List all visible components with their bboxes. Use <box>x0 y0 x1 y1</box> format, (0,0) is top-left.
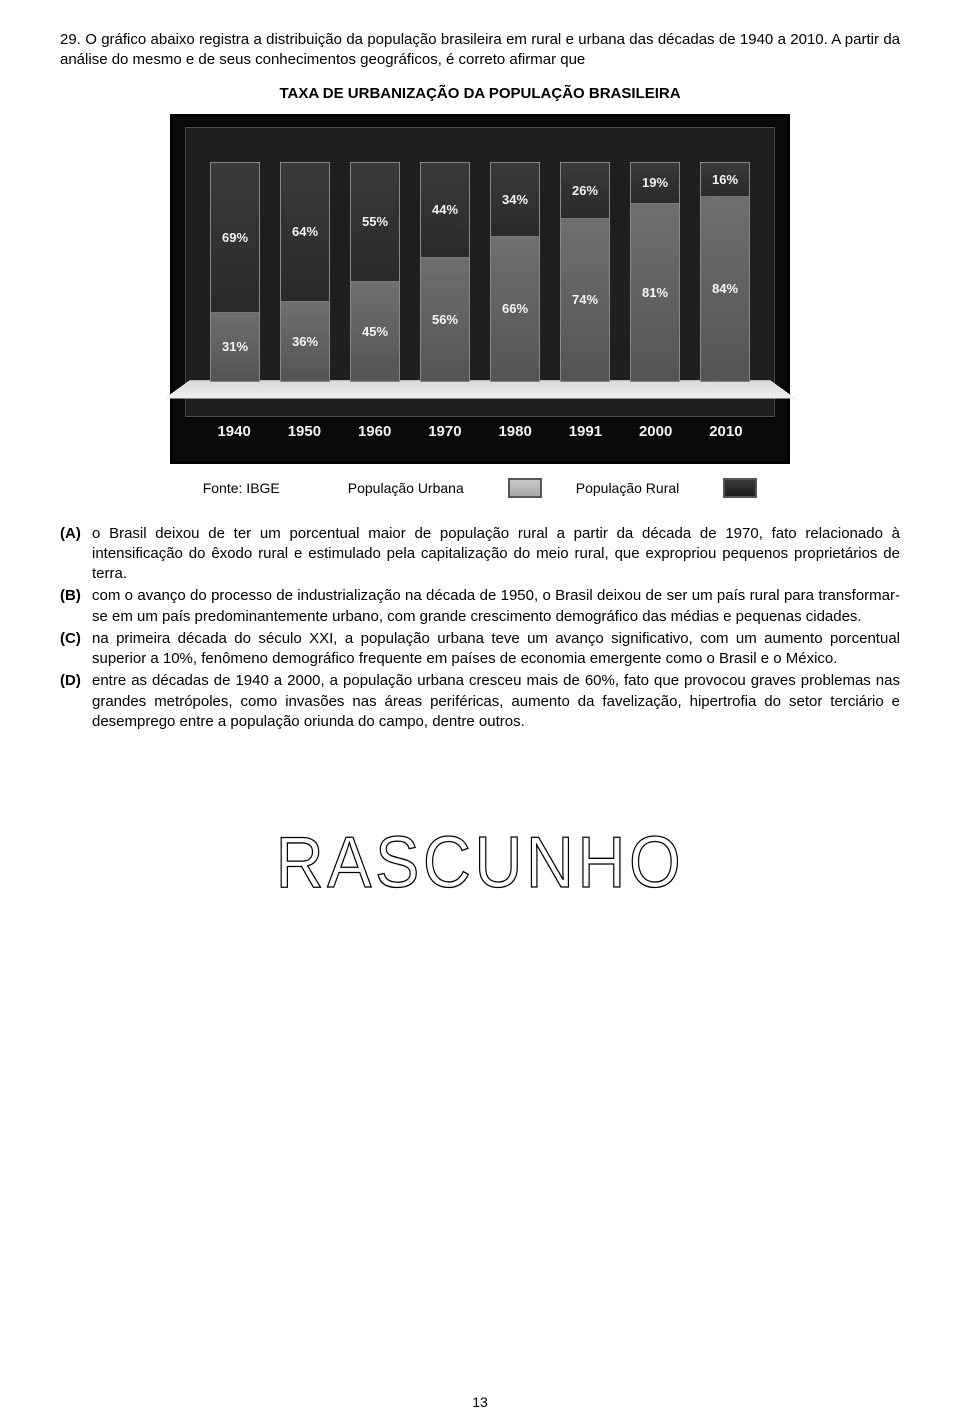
x-axis-year: 1940 <box>217 423 250 440</box>
option-b: (B) com o avanço do processo de industri… <box>60 586 900 627</box>
x-axis-year: 1950 <box>288 423 321 440</box>
bar: 55%45% <box>350 162 400 382</box>
bar-segment-urbana: 66% <box>491 237 539 381</box>
option-d: (D) entre as décadas de 1940 a 2000, a p… <box>60 671 900 732</box>
chart-title: TAXA DE URBANIZAÇÃO DA POPULAÇÃO BRASILE… <box>60 85 900 102</box>
bar-group: 26%74% <box>557 162 613 382</box>
option-c-letter: (C) <box>60 629 92 670</box>
legend-source: Fonte: IBGE <box>203 480 280 496</box>
bar: 16%84% <box>700 162 750 382</box>
question-intro: 29. O gráfico abaixo registra a distribu… <box>60 30 900 71</box>
bar-segment-rural: 26% <box>561 163 609 220</box>
option-a-letter: (A) <box>60 524 92 585</box>
bar-group: 34%66% <box>487 162 543 382</box>
legend-urbana-swatch <box>508 478 542 498</box>
x-axis-year: 1991 <box>569 423 602 440</box>
bar-segment-urbana: 84% <box>701 197 749 380</box>
bar: 34%66% <box>490 162 540 382</box>
option-d-letter: (D) <box>60 671 92 732</box>
bar-segment-urbana: 56% <box>421 258 469 380</box>
chart-legend: Fonte: IBGE População Urbana População R… <box>60 478 900 498</box>
bar-segment-rural: 34% <box>491 163 539 237</box>
x-axis-year: 1970 <box>428 423 461 440</box>
bar-segment-rural: 55% <box>351 163 399 283</box>
x-axis-year: 2000 <box>639 423 672 440</box>
bar-segment-rural: 44% <box>421 163 469 259</box>
bar-segment-urbana: 74% <box>561 219 609 380</box>
x-axis-year: 1980 <box>498 423 531 440</box>
chart-plot-area: 69%31%64%36%55%45%44%56%34%66%26%74%19%8… <box>185 127 775 417</box>
option-a-text: o Brasil deixou de ter um porcentual mai… <box>92 524 900 585</box>
option-b-text: com o avanço do processo de industrializ… <box>92 586 900 627</box>
bar-segment-rural: 64% <box>281 163 329 303</box>
bar-group: 64%36% <box>277 162 333 382</box>
x-axis-year: 2010 <box>709 423 742 440</box>
bar-group: 69%31% <box>207 162 263 382</box>
question-number: 29. <box>60 31 81 48</box>
bar-group: 44%56% <box>417 162 473 382</box>
rascunho-label: RASCUNHO <box>276 822 685 904</box>
option-c: (C) na primeira década do século XXI, a … <box>60 629 900 670</box>
bar-group: 19%81% <box>627 162 683 382</box>
answer-options: (A) o Brasil deixou de ter um porcentual… <box>60 524 900 733</box>
bar-group: 16%84% <box>697 162 753 382</box>
bar: 69%31% <box>210 162 260 382</box>
option-c-text: na primeira década do século XXI, a popu… <box>92 629 900 670</box>
legend-urbana-label: População Urbana <box>348 480 464 496</box>
bar-segment-urbana: 81% <box>631 204 679 381</box>
legend-rural-swatch <box>723 478 757 498</box>
legend-rural-label: População Rural <box>576 480 680 496</box>
bar: 19%81% <box>630 162 680 382</box>
bar-segment-rural: 69% <box>211 163 259 313</box>
bar-segment-urbana: 36% <box>281 302 329 380</box>
bar-segment-rural: 19% <box>631 163 679 204</box>
question-text: O gráfico abaixo registra a distribuição… <box>60 31 900 68</box>
rascunho-area: RASCUNHO <box>60 822 900 904</box>
option-a: (A) o Brasil deixou de ter um porcentual… <box>60 524 900 585</box>
x-axis-year: 1960 <box>358 423 391 440</box>
page-number: 13 <box>0 1394 960 1410</box>
chart-x-axis: 1940 1950 1960 1970 1980 1991 2000 2010 <box>185 423 775 440</box>
bar-segment-rural: 16% <box>701 163 749 198</box>
chart-container: 69%31%64%36%55%45%44%56%34%66%26%74%19%8… <box>60 114 900 464</box>
option-b-letter: (B) <box>60 586 92 627</box>
chart-frame: 69%31%64%36%55%45%44%56%34%66%26%74%19%8… <box>170 114 790 464</box>
bar-segment-urbana: 45% <box>351 282 399 380</box>
bar-segment-urbana: 31% <box>211 313 259 381</box>
bar: 26%74% <box>560 162 610 382</box>
bar-group: 55%45% <box>347 162 403 382</box>
option-d-text: entre as décadas de 1940 a 2000, a popul… <box>92 671 900 732</box>
bar: 44%56% <box>420 162 470 382</box>
chart-floor <box>164 380 796 399</box>
bar: 64%36% <box>280 162 330 382</box>
